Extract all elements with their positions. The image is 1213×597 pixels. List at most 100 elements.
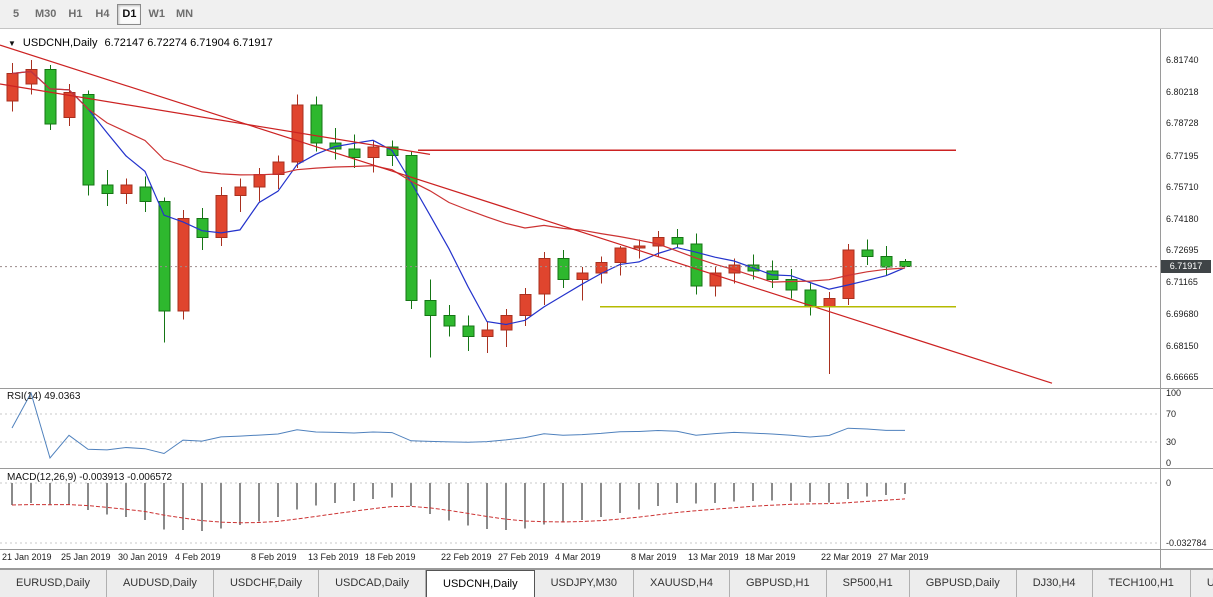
chart-ohlc-values: 6.72147 6.72274 6.71904 6.71917 bbox=[104, 37, 273, 49]
candle-body bbox=[633, 245, 646, 249]
rsi-panel-canvas[interactable] bbox=[0, 389, 1160, 468]
candle-body bbox=[576, 272, 589, 280]
candle-body bbox=[557, 258, 570, 280]
current-price-badge: 6.71917 bbox=[1161, 260, 1211, 273]
trendline[interactable] bbox=[0, 83, 431, 155]
date-axis-label: 27 Mar 2019 bbox=[878, 552, 929, 562]
candle-body bbox=[139, 186, 152, 203]
macd-indicator-label: MACD(12,26,9) -0.003913 -0.006572 bbox=[7, 472, 173, 483]
date-axis-label: 18 Mar 2019 bbox=[745, 552, 796, 562]
candle-body bbox=[652, 237, 665, 247]
macd-panel-canvas[interactable] bbox=[0, 469, 1160, 549]
candle-body bbox=[671, 237, 684, 245]
timeframe-button-h1[interactable]: H1 bbox=[68, 7, 83, 20]
candle-body bbox=[158, 201, 171, 312]
panel-separator[interactable] bbox=[0, 388, 1213, 389]
date-axis-label: 8 Feb 2019 bbox=[251, 552, 297, 562]
chart-tab-usdchf-daily[interactable]: USDCHF,Daily bbox=[213, 570, 320, 597]
candle-body bbox=[101, 184, 114, 194]
candle-body bbox=[690, 243, 703, 287]
price-axis-label: 6.78728 bbox=[1166, 118, 1199, 128]
price-axis-label: 6.69680 bbox=[1166, 309, 1199, 319]
candle-body bbox=[44, 68, 57, 125]
candle-body bbox=[880, 255, 893, 268]
candle-body bbox=[861, 249, 874, 257]
candle-body bbox=[348, 148, 361, 159]
timeframe-button-h4[interactable]: H4 bbox=[95, 7, 110, 20]
timeframe-button-m30[interactable]: M30 bbox=[35, 7, 57, 20]
timeframe-button-mn[interactable]: MN bbox=[175, 7, 194, 20]
date-axis-label: 13 Feb 2019 bbox=[308, 552, 359, 562]
timeframe-button-d1[interactable]: D1 bbox=[117, 3, 142, 25]
chart-tab-usdcad-daily[interactable]: USDCAD,Daily bbox=[319, 570, 427, 597]
candle-body bbox=[823, 298, 836, 308]
timeframe-toolbar: 5 M30 H1 H4 D1 W1 MN bbox=[0, 0, 1213, 29]
candle-body bbox=[614, 247, 627, 264]
timeframe-buttons: 5 M30 H1 H4 D1 W1 MN bbox=[4, 3, 197, 25]
chart-tab-usdjpy-m30[interactable]: USDJPY,M30 bbox=[534, 570, 635, 597]
candle-body bbox=[405, 155, 418, 302]
candle-body bbox=[310, 104, 323, 144]
candle-body bbox=[196, 218, 209, 239]
candle-body bbox=[785, 279, 798, 291]
date-axis-label: 27 Feb 2019 bbox=[498, 552, 549, 562]
candle-body bbox=[899, 261, 912, 267]
candle-body bbox=[500, 314, 513, 331]
macd-axis-label: 0 bbox=[1166, 478, 1172, 488]
candle-body bbox=[234, 186, 247, 196]
candle-body bbox=[177, 218, 190, 312]
price-axis-label: 6.68150 bbox=[1166, 341, 1199, 351]
candle-body bbox=[367, 146, 380, 159]
ma-fast-line bbox=[11, 70, 906, 326]
panel-separator[interactable] bbox=[0, 468, 1213, 469]
chart-tab-gbpusd-h1[interactable]: GBPUSD,H1 bbox=[730, 570, 827, 597]
price-axis-label: 6.80218 bbox=[1166, 87, 1199, 97]
chart-tab-tech100-h1[interactable]: TECH100,H1 bbox=[1092, 570, 1191, 597]
panel-separator bbox=[0, 568, 1213, 569]
price-axis-label: 6.81740 bbox=[1166, 55, 1199, 65]
trendline[interactable] bbox=[0, 44, 1053, 384]
price-axis-label: 6.77195 bbox=[1166, 151, 1199, 161]
date-axis-label: 25 Jan 2019 bbox=[61, 552, 111, 562]
price-axis-label: 6.72695 bbox=[1166, 245, 1199, 255]
chart-symbol-timeframe: USDCNH,Daily bbox=[22, 37, 98, 49]
chart-tab-eurusd-daily[interactable]: EURUSD,Daily bbox=[0, 570, 107, 597]
date-axis-label: 30 Jan 2019 bbox=[118, 552, 168, 562]
rsi-axis-label: 100 bbox=[1166, 388, 1182, 398]
candle-body bbox=[424, 300, 437, 316]
candle-body bbox=[728, 264, 741, 274]
chart-tab-audusd-daily[interactable]: AUDUSD,Daily bbox=[106, 570, 214, 597]
date-axis-label: 22 Mar 2019 bbox=[821, 552, 872, 562]
chart-tab-usdcnh-daily[interactable]: USDCNH,Daily bbox=[426, 570, 535, 597]
ma-slow-line bbox=[11, 70, 906, 283]
chart-tab-ukc[interactable]: UKC bbox=[1190, 570, 1213, 597]
chart-tab-gbpusd-daily[interactable]: GBPUSD,Daily bbox=[909, 570, 1017, 597]
date-axis-label: 8 Mar 2019 bbox=[631, 552, 677, 562]
candle-body bbox=[120, 184, 133, 194]
rsi-axis-label: 30 bbox=[1166, 437, 1177, 447]
price-axis-label: 6.74180 bbox=[1166, 214, 1199, 224]
date-axis-label: 18 Feb 2019 bbox=[365, 552, 416, 562]
rsi-indicator-label: RSI(14) 49.0363 bbox=[7, 391, 81, 402]
chart-tab-dj30-h4[interactable]: DJ30,H4 bbox=[1016, 570, 1093, 597]
candle-body bbox=[63, 91, 76, 119]
candle-body bbox=[82, 94, 95, 186]
macd-axis-label: -0.032784 bbox=[1166, 538, 1207, 548]
candle-body bbox=[443, 314, 456, 327]
price-axis-label: 6.66665 bbox=[1166, 372, 1199, 382]
date-axis-label: 4 Mar 2019 bbox=[555, 552, 601, 562]
chart-tab-sp500-h1[interactable]: SP500,H1 bbox=[826, 570, 910, 597]
timeframe-button-5[interactable]: 5 bbox=[12, 7, 20, 20]
candle-body bbox=[519, 293, 532, 316]
chart-tab-xauusd-h4[interactable]: XAUUSD,H4 bbox=[634, 570, 730, 597]
main-chart-canvas[interactable] bbox=[0, 29, 1160, 388]
price-scale-separator bbox=[1160, 29, 1161, 568]
candle-body bbox=[481, 329, 494, 337]
candle-body bbox=[462, 325, 475, 337]
chart-dropdown-arrow-icon[interactable]: ▼ bbox=[8, 38, 16, 48]
timeframe-button-w1[interactable]: W1 bbox=[148, 7, 165, 20]
rsi-axis-label: 0 bbox=[1166, 458, 1172, 468]
rsi-line bbox=[11, 391, 905, 460]
date-axis-label: 22 Feb 2019 bbox=[441, 552, 492, 562]
